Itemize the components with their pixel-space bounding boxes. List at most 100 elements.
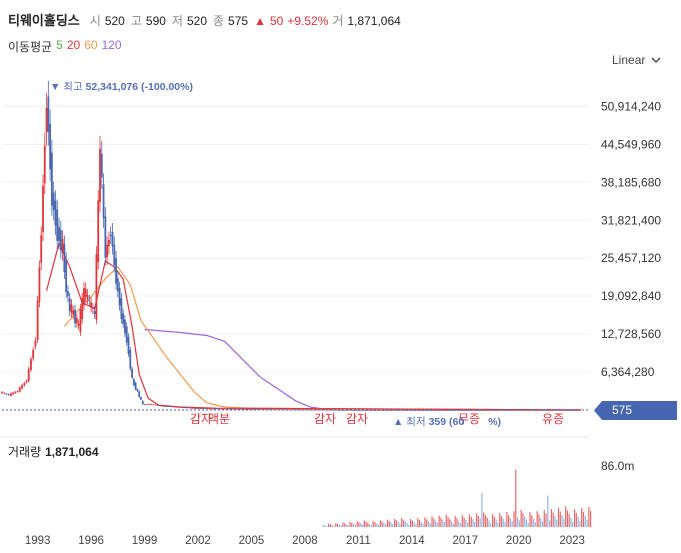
volume-bar	[504, 521, 506, 527]
change-up-icon: ▲	[254, 14, 266, 28]
candle-body	[226, 408, 229, 410]
candle-body	[143, 404, 146, 406]
candle-body	[500, 409, 502, 411]
candle-body	[109, 234, 112, 236]
ma-5-legend[interactable]: 5	[56, 38, 63, 52]
candle-body	[21, 385, 23, 389]
volume-bar	[463, 517, 465, 527]
candle-body	[264, 409, 267, 411]
candle-body	[138, 391, 141, 398]
candle-body	[86, 294, 89, 299]
candle-body	[347, 409, 350, 411]
candle-body	[115, 258, 117, 284]
candle-body	[93, 311, 96, 315]
candle-body	[195, 408, 197, 409]
candle-body	[543, 409, 546, 411]
volume-bar	[579, 520, 581, 527]
candle-body	[359, 409, 362, 411]
candle-body	[136, 389, 139, 392]
y-tick-label: 6,364,280	[601, 365, 655, 379]
candle-body	[424, 409, 427, 411]
candle-body	[52, 192, 55, 211]
volume-bar	[570, 517, 572, 527]
volume-axis-label: 86.0m	[601, 459, 634, 473]
candle-body	[99, 148, 101, 203]
candle-body	[387, 409, 389, 411]
candle-body	[183, 407, 186, 409]
volume-bar	[461, 515, 463, 527]
candle-body	[548, 409, 550, 411]
volume-bar	[527, 522, 529, 527]
y-tick-label: 31,821,400	[601, 213, 661, 227]
volume-bar	[588, 506, 590, 527]
candle-body	[456, 409, 459, 411]
candle-body	[173, 406, 176, 408]
ma-120-legend[interactable]: 120	[101, 38, 122, 52]
candle-body	[97, 200, 100, 262]
volume-bar	[390, 522, 392, 527]
volume-bar	[401, 518, 403, 527]
high-marker: ▼ 최고 52,341,076 (-100.00%)	[50, 81, 193, 93]
candle-body	[216, 408, 219, 410]
volume-bar	[436, 522, 438, 527]
candle-body	[79, 308, 82, 333]
candle-body	[307, 409, 310, 411]
volume-bar	[369, 523, 371, 527]
volume-bar	[499, 513, 501, 527]
candle-body	[568, 409, 570, 411]
scale-dropdown[interactable]: Linear	[612, 53, 661, 67]
candle-body	[343, 409, 346, 411]
candle-body	[238, 408, 241, 410]
volume-bar	[559, 511, 561, 527]
volume-bar	[347, 525, 349, 527]
open-value: 520	[104, 14, 125, 28]
candle-body	[125, 326, 128, 343]
candle-body	[468, 409, 471, 411]
candle-body	[90, 302, 92, 308]
candle-body	[230, 408, 233, 410]
candle-body	[43, 146, 46, 184]
volume-bar	[531, 515, 533, 527]
candle-body	[335, 409, 338, 411]
volume-bar	[470, 516, 472, 527]
ma-20-legend[interactable]: 20	[66, 38, 81, 52]
candle-body	[436, 409, 439, 411]
volume-bar	[363, 520, 365, 527]
candle-body	[576, 409, 578, 411]
ma-60-legend[interactable]: 60	[84, 38, 98, 52]
candle-body	[452, 409, 455, 411]
volume-bar	[458, 520, 460, 527]
volume-bar	[575, 513, 577, 527]
candle-body	[72, 310, 75, 315]
volume-bar	[411, 520, 414, 527]
open-label: 시	[89, 14, 101, 28]
candle-body	[212, 408, 215, 410]
volume-bar	[374, 522, 376, 527]
volume-bar	[379, 520, 381, 527]
volume-bar	[345, 524, 348, 527]
volume-bar	[447, 516, 449, 527]
candle-body	[248, 409, 251, 410]
low-label: 저	[171, 14, 183, 28]
candle-body	[47, 96, 50, 132]
volume-bar	[451, 521, 453, 527]
volume-bar	[388, 520, 390, 527]
event-label: 유증	[542, 412, 564, 426]
candle-body	[220, 408, 223, 410]
candle-body	[507, 409, 510, 411]
candle-body	[201, 408, 203, 410]
volume-bar	[356, 521, 358, 527]
volume-bar	[545, 513, 547, 527]
moving-average-legend[interactable]: 이동평균 5 20 60 120	[8, 38, 122, 55]
candle-body	[106, 244, 109, 258]
candle-body	[177, 406, 180, 408]
candle-body	[224, 408, 227, 410]
candle-body	[511, 409, 514, 411]
candle-body	[171, 406, 174, 408]
volume-bar	[540, 517, 542, 527]
volume-bar	[360, 523, 362, 527]
y-tick-label: 38,185,680	[601, 175, 661, 189]
volume-panel-title: 거래량 1,871,064	[8, 443, 99, 460]
